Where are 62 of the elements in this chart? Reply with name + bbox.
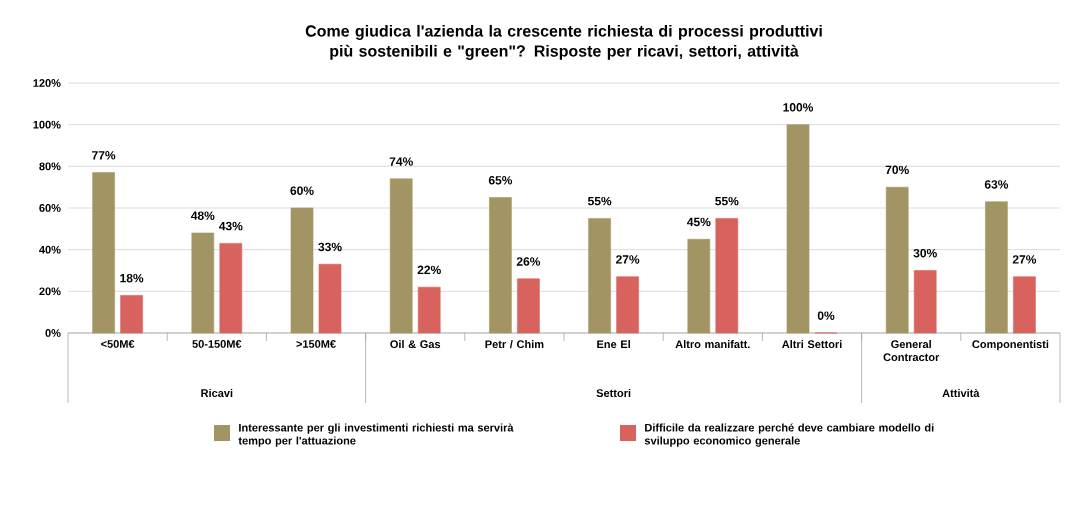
data-label: 60% <box>290 186 314 195</box>
data-label: 70% <box>885 165 909 175</box>
bar <box>715 218 739 334</box>
data-label: 48% <box>190 211 215 220</box>
x-tick-label: Oil & Gas <box>390 340 441 349</box>
bar <box>290 207 314 334</box>
bar <box>191 232 215 334</box>
legend-label: Difficile da realizzare perché deve cambiare modello di sviluppo economico generale <box>644 423 934 447</box>
data-label: 55% <box>587 196 612 206</box>
bar <box>985 201 1008 334</box>
x-tick-label: >150M€ <box>296 340 336 348</box>
bar <box>616 276 639 334</box>
y-tick-label: 100% <box>33 120 61 129</box>
data-label: 45% <box>686 217 711 227</box>
data-label: 0% <box>817 311 835 320</box>
data-label: 26% <box>516 257 541 266</box>
data-label: 43% <box>218 221 243 231</box>
data-label: 27% <box>1012 255 1037 264</box>
bar <box>120 295 143 334</box>
bar <box>885 186 909 334</box>
text: Attività <box>942 388 980 398</box>
data-label: 74% <box>389 157 413 166</box>
bar <box>786 124 810 334</box>
chart-title: Come giudica l'azienda la crescente richiesta di processi produttivi più sostenibili e "green"? Risposte per ricavi, settori, attività <box>305 24 822 60</box>
x-tick-label: Altri Settori <box>782 340 842 349</box>
x-tick-label: Altro manifatt. <box>675 340 750 349</box>
text: Ricavi <box>201 388 233 398</box>
y-tick-label: 20% <box>39 287 61 296</box>
y-tick-label: 80% <box>39 162 61 171</box>
bar <box>92 172 115 334</box>
y-tick-label: 120% <box>33 79 61 87</box>
x-tick-label: General Contractor <box>883 340 940 362</box>
legend-label: Interessante per gli investimenti richiesti ma servirà tempo per l'attuazione <box>238 423 514 447</box>
y-tick-label: 60% <box>39 204 61 212</box>
x-tick-label: <50M€ <box>101 340 135 348</box>
y-tick-label: 40% <box>39 245 61 254</box>
bar <box>489 197 512 334</box>
data-label: 77% <box>92 151 116 160</box>
x-tick-label: Componentisti <box>972 340 1049 351</box>
data-label: 65% <box>488 176 513 185</box>
data-label: 22% <box>417 265 441 275</box>
data-label: 30% <box>913 248 937 258</box>
bar <box>389 178 413 334</box>
data-label: 18% <box>120 273 144 283</box>
bar <box>1013 276 1036 334</box>
x-tick-label: Petr / Chim <box>485 340 544 349</box>
bar <box>517 278 540 334</box>
data-label: 33% <box>318 242 342 252</box>
bar <box>687 238 711 334</box>
data-label: 63% <box>984 180 1009 189</box>
bar <box>417 286 441 334</box>
bar <box>318 263 342 334</box>
data-label: 27% <box>616 255 640 264</box>
text: Settori <box>596 388 631 398</box>
bar <box>219 243 243 334</box>
bar <box>588 218 611 334</box>
x-tick-label: 50-150M€ <box>192 340 242 348</box>
data-label: 55% <box>715 196 739 206</box>
x-tick-label: Ene El <box>597 340 630 349</box>
bar <box>913 270 937 334</box>
y-tick-label: 0% <box>45 329 61 337</box>
data-label: 100% <box>783 103 814 112</box>
